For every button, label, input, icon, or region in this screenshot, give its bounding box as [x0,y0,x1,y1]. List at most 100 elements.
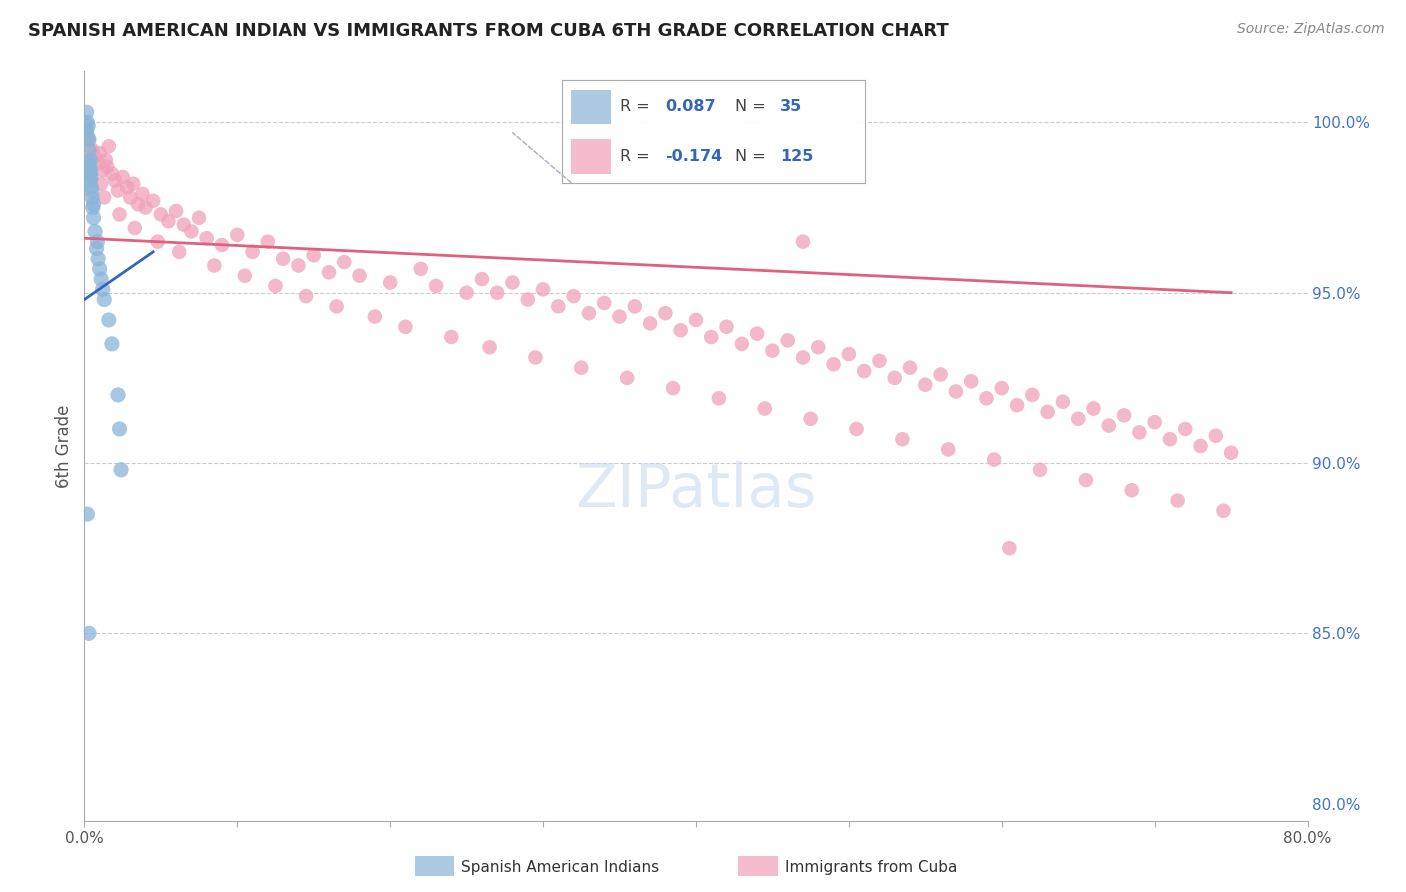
Point [79,167,101,181]
Bar [571,139,610,174]
Point [120,190,142,204]
Point [654,306,676,320]
Point [1143,415,1166,429]
Text: -0.174: -0.174 [665,149,723,164]
Point [96,160,118,174]
Point [502,276,524,290]
Point [624,299,647,313]
Point [524,351,547,365]
Point [82,201,104,215]
Point [792,235,814,249]
Point [101,167,124,181]
Point [776,334,799,348]
Point [792,351,814,365]
Point [685,313,707,327]
Point [929,368,952,382]
Point [1098,418,1121,433]
Point [1167,493,1189,508]
Point [76,129,98,144]
Text: 35: 35 [780,99,803,114]
Text: N =: N = [735,149,770,164]
Point [662,381,685,395]
Point [562,289,585,303]
Point [578,306,600,320]
Point [1189,439,1212,453]
Point [146,235,169,249]
Point [1174,422,1197,436]
Text: R =: R = [620,149,655,164]
Point [257,235,280,249]
Point [936,442,959,457]
Point [302,248,325,262]
Point [80,184,103,198]
Point [638,317,661,331]
Point [87,156,110,170]
Point [394,319,416,334]
Point [180,224,202,238]
Point [845,422,868,436]
Point [853,364,876,378]
Bar [571,89,610,124]
Point [1067,411,1090,425]
Point [104,173,127,187]
Point [83,211,105,225]
Point [1220,446,1243,460]
Text: Source: ZipAtlas.com: Source: ZipAtlas.com [1237,22,1385,37]
Point [77,626,100,640]
Point [609,310,631,324]
Point [471,272,494,286]
Point [1159,432,1181,446]
Point [124,221,146,235]
Point [707,392,730,406]
Point [79,153,101,167]
Point [76,122,98,136]
Point [364,310,387,324]
Point [157,214,180,228]
Text: Spanish American Indians: Spanish American Indians [461,860,659,874]
Point [1114,409,1136,423]
Point [77,143,100,157]
Point [409,261,432,276]
Point [142,194,165,208]
Point [135,201,157,215]
Point [86,242,108,256]
Point [233,268,256,283]
Point [531,282,554,296]
Point [165,204,187,219]
Text: N =: N = [735,99,770,114]
Point [960,374,983,388]
Point [991,381,1014,395]
Point [195,231,218,245]
Point [90,272,112,286]
Point [1074,473,1097,487]
Point [478,340,501,354]
Point [97,313,120,327]
Point [77,119,100,133]
Point [983,452,1005,467]
Point [1052,394,1074,409]
Text: 125: 125 [780,149,814,164]
Point [89,261,111,276]
Point [1021,388,1043,402]
Point [486,285,509,300]
Point [440,330,463,344]
Point [1128,425,1150,440]
Point [77,132,100,146]
Point [287,259,309,273]
Point [76,115,98,129]
Text: SPANISH AMERICAN INDIAN VS IMMIGRANTS FROM CUBA 6TH GRADE CORRELATION CHART: SPANISH AMERICAN INDIAN VS IMMIGRANTS FR… [28,22,949,40]
Point [264,279,287,293]
Point [211,238,233,252]
Point [754,401,776,416]
Point [1083,401,1105,416]
Point [593,296,616,310]
Point [226,227,249,242]
Point [149,207,172,221]
Point [94,153,117,167]
Point [84,149,107,163]
Point [115,180,138,194]
Point [976,392,998,406]
Point [1205,429,1227,443]
Point [349,268,371,283]
Point [83,197,105,211]
